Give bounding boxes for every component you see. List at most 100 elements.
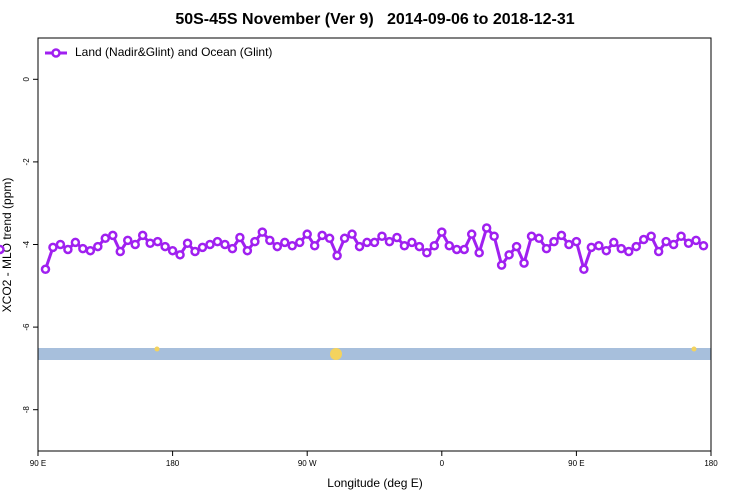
point (212, 236, 223, 247)
point (272, 241, 283, 252)
x-tick-label: 180 (166, 459, 180, 468)
point (152, 236, 163, 247)
point (564, 239, 574, 250)
point (130, 239, 140, 250)
point (115, 246, 126, 257)
point (309, 240, 320, 251)
point (623, 246, 634, 257)
point (190, 246, 200, 257)
point (122, 235, 133, 246)
point (466, 229, 477, 239)
point (197, 242, 208, 253)
point (257, 227, 268, 237)
point (384, 236, 395, 247)
x-tick-label: 90 E (30, 459, 46, 468)
x-tick-label: 0 (440, 459, 445, 468)
point (609, 237, 619, 248)
y-tick-label: -4 (22, 240, 31, 248)
point (242, 245, 253, 256)
point (698, 240, 709, 251)
point (437, 227, 447, 237)
land-spot (154, 346, 160, 352)
point (227, 243, 238, 254)
point (399, 240, 410, 251)
point (205, 239, 215, 250)
legend-marker (51, 48, 61, 58)
point (48, 242, 58, 253)
point (160, 241, 170, 252)
point (653, 246, 664, 257)
point (407, 237, 417, 248)
map-band (38, 348, 711, 360)
point (668, 239, 679, 250)
point (287, 240, 297, 251)
point (294, 237, 305, 248)
point (137, 230, 148, 241)
point (339, 233, 350, 244)
point (646, 231, 656, 241)
point (526, 231, 537, 241)
point (519, 258, 529, 268)
point (145, 238, 155, 249)
point (0, 244, 5, 255)
point (459, 244, 469, 255)
point (85, 245, 96, 256)
point (444, 240, 455, 251)
point (362, 237, 372, 248)
point (541, 243, 552, 254)
y-tick-label: -2 (22, 158, 31, 166)
land-spot (691, 346, 697, 352)
point (683, 238, 694, 249)
point (452, 244, 462, 255)
land-spot (330, 348, 342, 360)
x-axis-label: Longitude (deg E) (327, 476, 422, 490)
point (78, 243, 88, 254)
point (511, 241, 522, 252)
point (250, 236, 260, 247)
point (182, 238, 193, 249)
point (414, 241, 425, 252)
y-tick-label: -8 (22, 406, 31, 414)
x-tick-label: 90 W (298, 459, 317, 468)
point (496, 260, 507, 270)
point (332, 250, 342, 261)
point (571, 236, 582, 247)
point (534, 233, 544, 244)
point (586, 242, 597, 253)
legend-label: Land (Nadir&Glint) and Ocean (Glint) (75, 45, 272, 59)
y-tick-label: 0 (22, 77, 31, 82)
y-tick-label: -6 (22, 323, 31, 331)
point (93, 241, 103, 252)
point (55, 239, 66, 250)
point (324, 233, 335, 244)
point (429, 240, 440, 251)
point (392, 232, 402, 243)
point (661, 236, 671, 247)
point (676, 231, 686, 241)
point (167, 245, 178, 256)
point (175, 250, 185, 260)
point (691, 235, 701, 246)
point (100, 233, 111, 244)
point (601, 245, 612, 256)
point (108, 230, 118, 241)
point (280, 237, 290, 248)
point (556, 230, 567, 241)
y-axis-label: XCO2 - MLO trend (ppm) (0, 178, 14, 313)
point (347, 229, 357, 239)
point (422, 248, 432, 258)
point (63, 244, 73, 255)
point (579, 264, 589, 275)
point (220, 239, 230, 250)
point (616, 243, 627, 254)
point (265, 235, 275, 246)
point (631, 241, 641, 252)
point (638, 234, 649, 245)
point (489, 231, 499, 241)
point (504, 250, 514, 260)
point (354, 241, 365, 252)
point (481, 223, 492, 233)
chart-title: 50S-45S November (Ver 9) 2014-09-06 to 2… (175, 11, 574, 28)
